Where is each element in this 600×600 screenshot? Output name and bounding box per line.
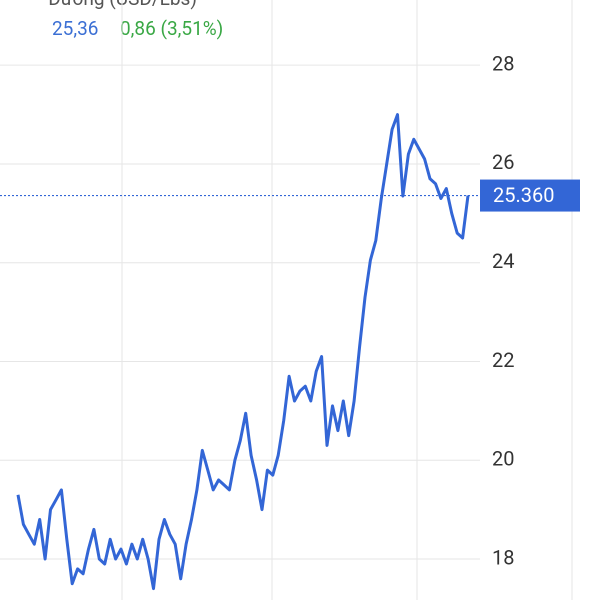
y-tick-label: 28 <box>492 51 514 75</box>
price: 25,36 <box>52 17 98 40</box>
y-tick-label: 22 <box>492 348 514 372</box>
last-price-label: 25.360 <box>493 183 554 207</box>
y-tick-label: 20 <box>492 447 514 471</box>
price-line <box>16 113 470 591</box>
y-tick-label: 24 <box>492 249 514 273</box>
y-tick-label: 18 <box>492 545 514 569</box>
last-price-box <box>480 179 580 212</box>
price-change: 0,86 (3,51%) <box>120 17 223 40</box>
vertical-grid <box>121 0 573 600</box>
y-tick-label: 26 <box>492 150 514 174</box>
